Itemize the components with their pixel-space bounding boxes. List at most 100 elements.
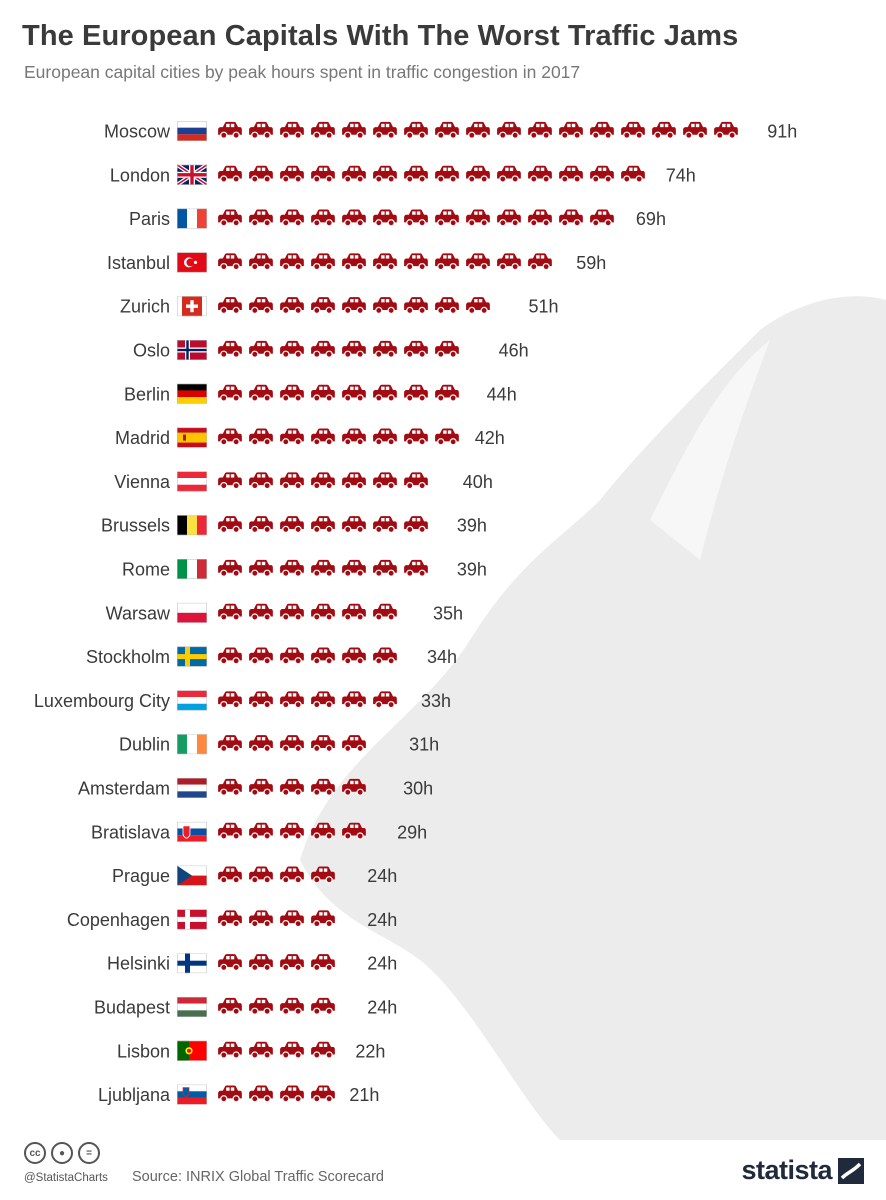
car-icon xyxy=(217,208,243,227)
value-label: 29h xyxy=(397,822,427,842)
chart-row: Stockholm 34h xyxy=(86,646,457,667)
car-icon xyxy=(279,296,305,315)
car-icon xyxy=(279,778,305,796)
value-label: 39h xyxy=(457,560,487,580)
city-label: Luxembourg City xyxy=(34,691,170,711)
car-icon xyxy=(434,340,460,358)
car-icon xyxy=(341,734,367,753)
city-label: Copenhagen xyxy=(67,910,170,930)
car-icon xyxy=(341,515,367,534)
car-bar xyxy=(217,1041,346,1059)
chart-row: Brussels 39h xyxy=(101,515,487,536)
flag-icon-italy xyxy=(177,559,207,579)
car-bar xyxy=(217,997,358,1015)
value-label: 24h xyxy=(367,998,397,1018)
statista-logo[interactable]: statista xyxy=(741,1155,864,1186)
car-icon xyxy=(279,559,305,577)
car-icon xyxy=(341,471,367,490)
car-icon xyxy=(248,471,274,490)
car-bar xyxy=(217,208,627,227)
car-icon xyxy=(713,121,739,139)
car-icon xyxy=(217,559,243,577)
car-icon xyxy=(310,646,336,665)
car-icon xyxy=(248,953,274,972)
car-icon xyxy=(310,953,336,972)
chart-row: Ljubljana 21h xyxy=(98,1084,379,1105)
car-icon xyxy=(310,296,336,315)
car-bar xyxy=(217,471,453,490)
city-label: Budapest xyxy=(94,998,170,1018)
car-icon xyxy=(248,559,274,577)
car-icon xyxy=(310,1084,336,1103)
car-icon xyxy=(341,252,367,271)
car-icon xyxy=(465,165,491,183)
city-label: Vienna xyxy=(114,472,171,492)
car-icon xyxy=(465,252,491,271)
car-icon xyxy=(310,734,336,753)
car-icon xyxy=(310,559,336,577)
flag-icon-norway xyxy=(177,340,207,360)
chart-row: Budapest 24h xyxy=(94,997,397,1018)
car-icon xyxy=(558,208,584,227)
car-icon xyxy=(527,252,553,271)
car-icon xyxy=(248,384,274,402)
car-icon xyxy=(217,603,243,621)
car-icon xyxy=(248,427,274,446)
flag-icon-portugal xyxy=(177,1040,207,1061)
car-icon xyxy=(248,165,274,183)
car-icon xyxy=(310,822,336,840)
car-icon xyxy=(434,471,453,490)
chart-row: Istanbul 59h xyxy=(107,252,606,273)
car-icon xyxy=(248,778,274,796)
chart-row: Paris 69h xyxy=(129,208,666,229)
chart-row: Helsinki 24h xyxy=(107,953,397,974)
value-label: 21h xyxy=(349,1085,379,1105)
city-label: Amsterdam xyxy=(78,779,170,799)
car-icon xyxy=(682,121,708,139)
car-icon xyxy=(217,296,243,315)
car-icon xyxy=(403,384,429,402)
car-icon xyxy=(434,559,447,577)
car-icon xyxy=(434,384,460,402)
car-icon xyxy=(310,778,336,796)
car-icon xyxy=(341,997,358,1015)
car-icon xyxy=(341,953,358,972)
city-label: Zurich xyxy=(120,297,170,317)
chart-row: Amsterdam 30h xyxy=(78,778,433,799)
car-bar xyxy=(217,690,412,709)
car-icon xyxy=(310,384,336,402)
car-icon xyxy=(248,252,274,271)
car-icon xyxy=(217,340,243,358)
car-icon xyxy=(248,1084,274,1103)
chart-row: Rome 39h xyxy=(122,559,487,580)
flag-icon-switzerland xyxy=(177,296,207,317)
car-bar xyxy=(217,822,387,840)
chart-row: Prague 24h xyxy=(112,865,397,886)
chart-row: Lisbon 22h xyxy=(117,1040,385,1061)
car-icon xyxy=(341,865,358,884)
value-label: 24h xyxy=(367,866,397,886)
value-label: 69h xyxy=(636,209,666,229)
car-icon xyxy=(217,471,243,490)
car-icon xyxy=(248,865,274,884)
car-icon xyxy=(403,296,429,315)
car-icon xyxy=(248,603,274,621)
city-label: Lisbon xyxy=(117,1041,170,1061)
car-icon xyxy=(372,515,398,534)
car-icon xyxy=(279,340,305,358)
car-icon xyxy=(372,121,398,139)
car-icon xyxy=(248,690,274,709)
car-icon xyxy=(310,690,336,709)
car-icon xyxy=(279,208,305,227)
car-icon xyxy=(372,384,398,402)
city-label: Warsaw xyxy=(106,603,171,623)
car-icon xyxy=(403,427,429,446)
car-bar xyxy=(217,953,358,972)
car-icon xyxy=(310,340,336,358)
car-bar xyxy=(217,384,477,402)
value-label: 34h xyxy=(427,647,457,667)
value-label: 39h xyxy=(457,516,487,536)
car-icon xyxy=(248,822,274,840)
